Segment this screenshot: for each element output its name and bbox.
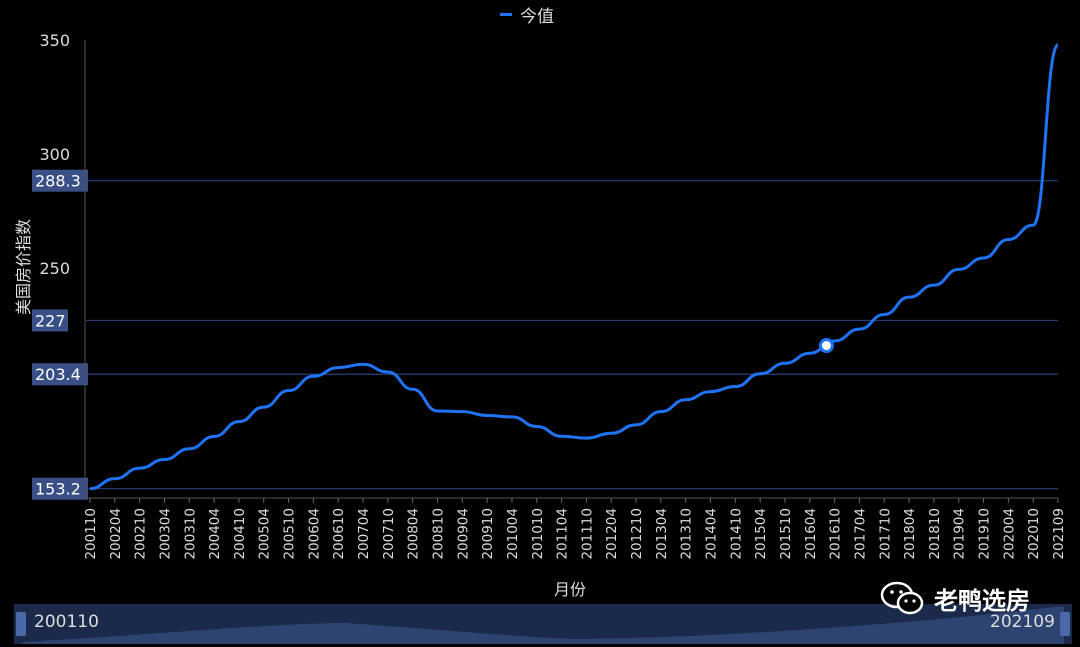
- mark-line-badge: [32, 309, 68, 332]
- x-tick-label: 200910: [480, 508, 496, 560]
- x-tick-label: 200610: [331, 508, 347, 560]
- x-tick-label: 200210: [133, 508, 149, 560]
- x-tick-label: 201210: [629, 508, 645, 560]
- watermark-text: 老鸭选房: [934, 586, 1030, 615]
- x-tick-label: 201904: [952, 508, 968, 560]
- x-tick-label: 201804: [902, 508, 918, 560]
- zoom-start-handle[interactable]: [16, 612, 26, 636]
- data-zoom-slider[interactable]: 200110 202109: [14, 604, 1072, 644]
- x-tick-label: 200304: [157, 508, 173, 560]
- x-tick-label: 201410: [728, 508, 744, 560]
- x-tick-label: 200710: [381, 508, 397, 560]
- y-tick-label: 300: [39, 145, 70, 164]
- x-tick-label: 201610: [828, 508, 844, 560]
- mark-lines: 288.3 227 203.4 153.2: [32, 169, 1058, 500]
- mark-line-label: 153.2: [35, 480, 81, 499]
- zoom-start-label: 200110: [34, 612, 99, 632]
- watermark: 老鸭选房: [880, 580, 1030, 616]
- x-tick-label: 201110: [579, 508, 595, 560]
- x-tick-label: 200410: [232, 508, 248, 560]
- x-axis: 200110 200204 200210 200304 200310 200404 2004…: [83, 497, 1067, 560]
- x-tick-label: 201404: [704, 508, 720, 560]
- y-axis-title: 美国房价指数: [14, 219, 33, 316]
- x-tick-label: 201910: [977, 508, 993, 560]
- y-axis: 350 300 250: [39, 31, 86, 498]
- x-tick-label: 200804: [406, 508, 422, 560]
- line-chart: 288.3 227 203.4 153.2 350 300 250 200110 20020…: [32, 31, 1067, 560]
- x-tick-label: 201704: [852, 508, 868, 560]
- x-tick-label: 200704: [356, 508, 372, 560]
- x-axis-title: 月份: [553, 580, 586, 599]
- x-tick-label: 200110: [83, 508, 99, 560]
- x-tick-label: 201010: [530, 508, 546, 560]
- mark-line-badge: [32, 169, 88, 192]
- x-tick-label: 200904: [455, 508, 471, 560]
- x-tick-label: 200504: [257, 508, 273, 560]
- zoom-end-handle[interactable]: [1060, 612, 1070, 636]
- x-tick-label: 200810: [430, 508, 446, 560]
- wechat-icon: [880, 581, 924, 615]
- zoom-preview: [22, 606, 1064, 644]
- x-tick-label: 201104: [555, 508, 571, 560]
- x-tick-label: 201310: [679, 508, 695, 560]
- x-tick-label: 200404: [207, 508, 223, 560]
- mark-line-label: 288.3: [35, 172, 81, 191]
- x-tick-label: 201304: [654, 508, 670, 560]
- chart-legend[interactable]: 今值: [500, 3, 554, 27]
- x-tick-label: 202010: [1026, 508, 1042, 560]
- legend-label: 今值: [520, 6, 554, 27]
- series-group: [89, 43, 1060, 491]
- x-tick-label: 201510: [778, 508, 794, 560]
- mark-line-badge: [32, 363, 88, 386]
- highlight-point: [818, 338, 834, 354]
- x-tick-label: 201004: [505, 508, 521, 560]
- x-tick-label: 200310: [182, 508, 198, 560]
- x-tick-label: 201204: [604, 508, 620, 560]
- x-tick-label: 201710: [877, 508, 893, 560]
- mark-line-label: 203.4: [35, 365, 81, 384]
- zoom-end-label: 202109: [990, 612, 1055, 632]
- legend-swatch: [500, 12, 512, 16]
- mark-line-label: 227: [35, 311, 66, 330]
- series-line: [89, 43, 1060, 491]
- x-tick-label: 200510: [282, 508, 298, 560]
- x-tick-label: 201604: [803, 508, 819, 560]
- mark-line-badge: [32, 477, 88, 500]
- x-tick-label: 200204: [108, 508, 124, 560]
- y-tick-label: 350: [39, 31, 70, 50]
- x-tick-label: 201810: [927, 508, 943, 560]
- y-tick-label: 250: [39, 259, 70, 278]
- x-tick-label: 200604: [306, 508, 322, 560]
- x-tick-label: 202004: [1001, 508, 1017, 560]
- x-tick-label: 201504: [753, 508, 769, 560]
- x-tick-label: 202109: [1051, 508, 1067, 560]
